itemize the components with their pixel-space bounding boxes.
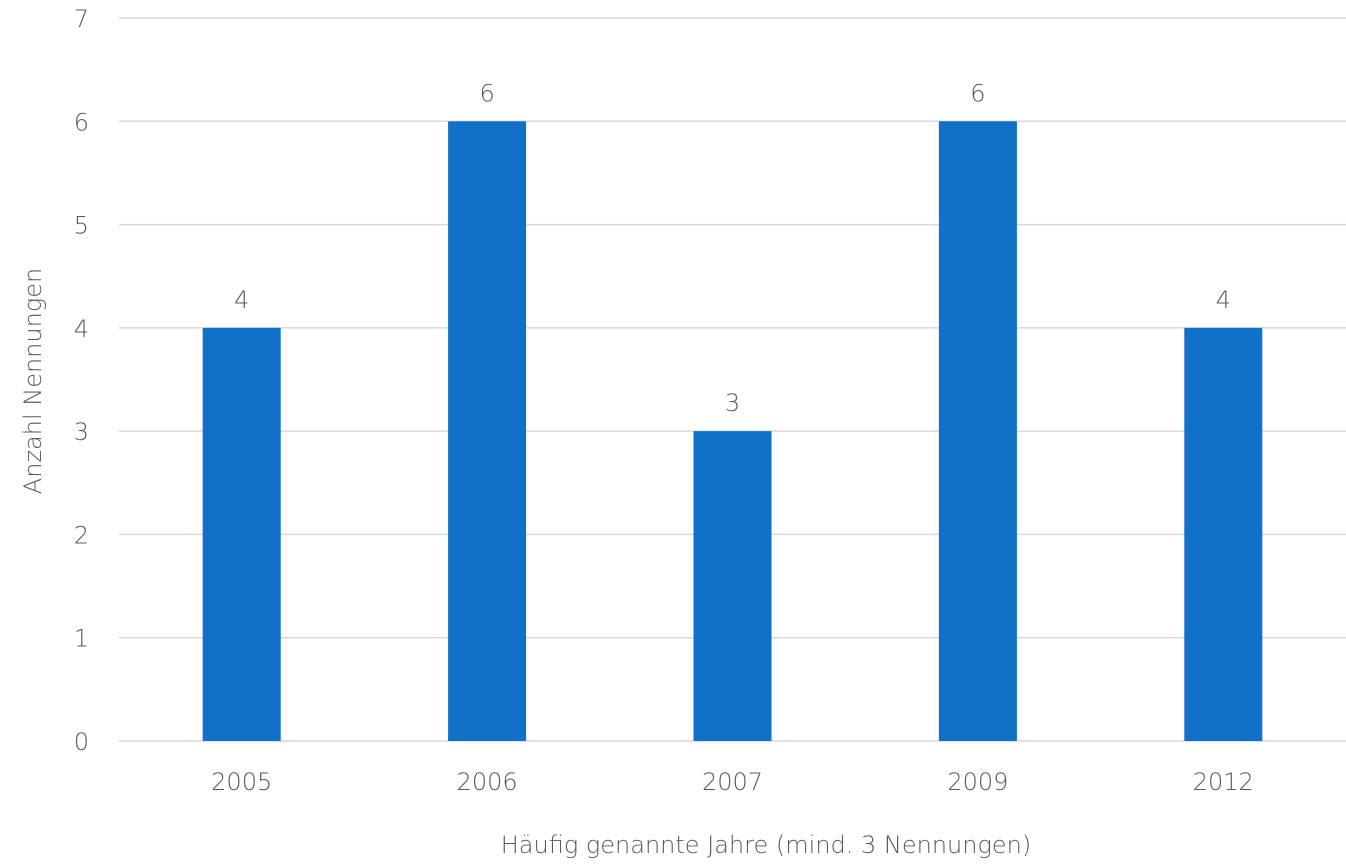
bar	[448, 121, 527, 742]
y-tick-label: 0	[74, 728, 89, 756]
y-tick-label: 6	[74, 108, 89, 136]
data-label: 4	[1216, 286, 1231, 314]
x-tick-label: 2012	[1193, 768, 1254, 796]
y-tick-label: 1	[74, 625, 89, 653]
x-tick-label: 2007	[702, 768, 763, 796]
bar	[693, 431, 772, 741]
y-axis-ticks: 0 1 2 3 4 5 6 7	[74, 5, 89, 756]
y-tick-label: 7	[74, 5, 89, 33]
y-axis-title: Anzahl Nennungen	[19, 268, 47, 494]
y-tick-label: 2	[74, 521, 89, 549]
y-tick-label: 5	[74, 212, 89, 240]
x-tick-label: 2009	[947, 768, 1008, 796]
bars	[202, 121, 1263, 742]
x-tick-label: 2005	[211, 768, 272, 796]
data-labels: 4 6 3 6 4	[234, 79, 1231, 417]
y-tick-label: 4	[74, 315, 89, 343]
bar	[1184, 327, 1263, 741]
data-label: 4	[234, 286, 249, 314]
y-tick-label: 3	[74, 418, 89, 446]
x-axis-title: Häufig genannte Jahre (mind. 3 Nennungen…	[501, 831, 1031, 859]
data-label: 3	[725, 389, 740, 417]
bar	[202, 327, 281, 741]
x-axis-ticks: 2005 2006 2007 2009 2012	[211, 768, 1254, 796]
data-label: 6	[479, 79, 494, 107]
data-label: 6	[970, 79, 985, 107]
bar	[938, 121, 1017, 742]
x-tick-label: 2006	[457, 768, 518, 796]
